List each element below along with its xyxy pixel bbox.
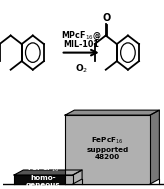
Polygon shape bbox=[14, 170, 82, 175]
Text: FePcF$_{16}$
homo-
geneous
6300: FePcF$_{16}$ homo- geneous 6300 bbox=[26, 164, 61, 189]
Polygon shape bbox=[150, 110, 159, 184]
FancyBboxPatch shape bbox=[14, 175, 73, 184]
Text: O: O bbox=[102, 13, 111, 23]
Polygon shape bbox=[73, 170, 82, 184]
Text: FePcF$_{16}$
supported
48200: FePcF$_{16}$ supported 48200 bbox=[86, 136, 129, 160]
Text: MIL-101: MIL-101 bbox=[63, 40, 99, 49]
FancyBboxPatch shape bbox=[65, 115, 150, 184]
Text: MPcF$_{16}$@: MPcF$_{16}$@ bbox=[61, 29, 102, 42]
Polygon shape bbox=[65, 110, 159, 115]
Text: O$_2$: O$_2$ bbox=[75, 63, 88, 75]
